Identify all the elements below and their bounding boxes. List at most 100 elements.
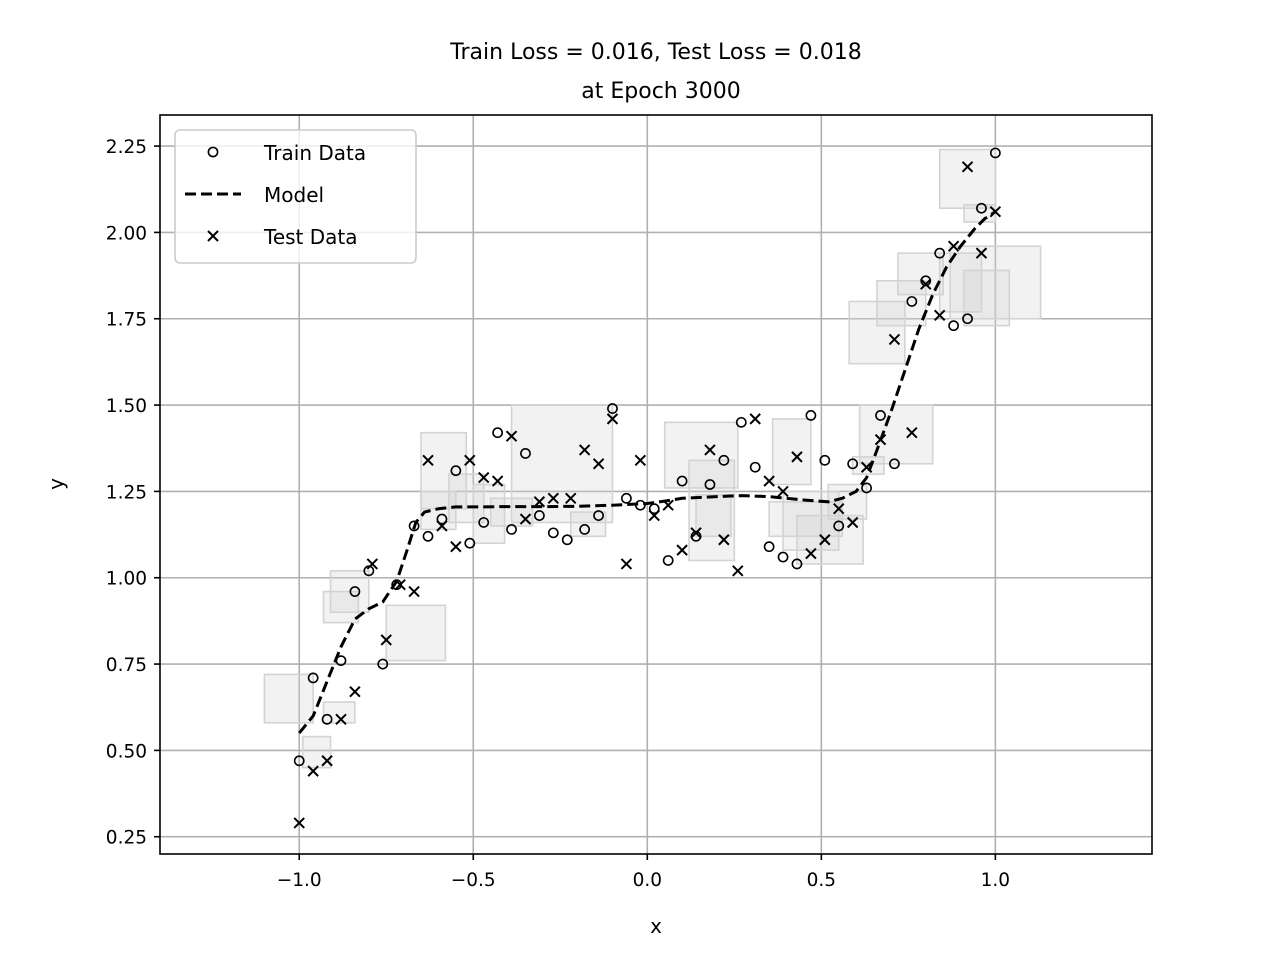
- test-point: [578, 444, 591, 456]
- chart-title: Train Loss = 0.016, Test Loss = 0.018: [449, 40, 861, 65]
- test-point: [408, 585, 420, 598]
- test-point: [833, 502, 845, 515]
- test-point: [874, 433, 887, 446]
- train-point: [833, 520, 845, 532]
- train-point: [561, 534, 573, 546]
- train-point: [934, 247, 946, 259]
- train-point: [293, 755, 305, 767]
- chart-subtitle: at Epoch 3000: [581, 79, 740, 104]
- shaded-box: [858, 404, 934, 465]
- train-point: [847, 458, 859, 470]
- test-point: [989, 205, 1002, 218]
- y-tick-label: 0.50: [106, 741, 147, 762]
- shaded-boxes: [263, 148, 1042, 769]
- test-point: [704, 444, 716, 456]
- shaded-box: [949, 245, 1042, 320]
- train-point: [690, 530, 702, 542]
- test-point: [366, 558, 379, 570]
- test-point: [533, 496, 546, 508]
- x-tick-label: 0.5: [807, 870, 836, 891]
- x-ticks: −1.0 −0.5 0.0 0.5 1.0: [277, 854, 1010, 891]
- shaded-box: [322, 590, 360, 624]
- test-point: [620, 558, 633, 570]
- train-point: [819, 454, 831, 466]
- train-point: [634, 499, 646, 511]
- test-point: [718, 534, 730, 546]
- shaded-box: [938, 252, 983, 313]
- shaded-box: [472, 483, 506, 545]
- y-tick-label: 0.75: [106, 655, 147, 676]
- test-point: [676, 544, 688, 556]
- legend-model-label: Model: [264, 183, 324, 207]
- test-point: [906, 426, 918, 439]
- train-point: [791, 558, 803, 570]
- train-point: [989, 147, 1001, 159]
- train-point: [408, 520, 420, 532]
- train-point: [547, 527, 559, 539]
- train-point: [321, 713, 333, 725]
- test-point: [961, 161, 974, 173]
- test-point: [491, 475, 504, 487]
- test-point: [380, 634, 392, 646]
- y-tick-label: 2.25: [106, 137, 147, 158]
- x-axis-label: x: [650, 914, 662, 938]
- shaded-box: [771, 418, 812, 486]
- train-point: [735, 416, 747, 428]
- test-point: [791, 451, 803, 463]
- y-ticks: 0.25 0.50 0.75 1.00 1.25 1.50 1.75 2.00 2.25: [106, 137, 160, 849]
- train-point: [607, 403, 618, 414]
- test-point: [846, 516, 859, 529]
- train-point: [335, 655, 347, 667]
- test-point: [505, 430, 518, 442]
- train-point: [749, 461, 761, 473]
- x-tick-label: −0.5: [451, 870, 496, 891]
- test-point: [394, 578, 406, 591]
- y-tick-label: 1.50: [106, 396, 147, 417]
- train-point: [976, 202, 987, 214]
- train-point: [422, 530, 434, 542]
- test-point: [321, 755, 333, 767]
- shaded-box: [510, 404, 614, 524]
- train-point: [889, 458, 900, 470]
- train-point: [533, 510, 545, 521]
- test-point: [920, 278, 932, 290]
- test-point: [805, 547, 817, 560]
- train-point: [662, 555, 674, 566]
- legend: Train Data Model Test Data: [174, 129, 417, 264]
- test-point: [634, 454, 647, 467]
- test-point: [592, 458, 605, 470]
- train-point: [861, 482, 872, 494]
- shaded-box: [263, 673, 314, 724]
- test-point: [975, 247, 988, 259]
- test-point: [947, 240, 960, 252]
- legend-test-label: Test Data: [263, 225, 358, 249]
- test-point: [763, 475, 775, 487]
- train-point: [805, 410, 817, 421]
- shaded-box: [938, 148, 997, 210]
- shaded-box: [448, 473, 485, 524]
- x-tick-label: 1.0: [981, 870, 1010, 891]
- train-point: [450, 465, 462, 477]
- test-point: [606, 413, 619, 425]
- legend-frame: [174, 129, 417, 264]
- y-tick-label: 0.25: [106, 828, 147, 849]
- train-point: [948, 320, 959, 332]
- train-point: [492, 427, 504, 439]
- shaded-box: [876, 279, 927, 327]
- test-point: [749, 413, 761, 425]
- test-point: [777, 485, 789, 498]
- shaded-box: [420, 431, 468, 510]
- y-tick-label: 1.75: [106, 310, 147, 331]
- train-point: [875, 410, 886, 421]
- train-point: [718, 454, 730, 466]
- shaded-box: [695, 494, 732, 538]
- plot-frame: [159, 114, 1153, 855]
- test-point: [565, 492, 577, 505]
- test-point: [293, 817, 305, 829]
- shaded-box: [301, 735, 332, 769]
- train-point: [763, 541, 775, 553]
- test-point: [819, 534, 831, 546]
- legend-test-marker: [207, 230, 219, 242]
- train-point: [391, 579, 403, 591]
